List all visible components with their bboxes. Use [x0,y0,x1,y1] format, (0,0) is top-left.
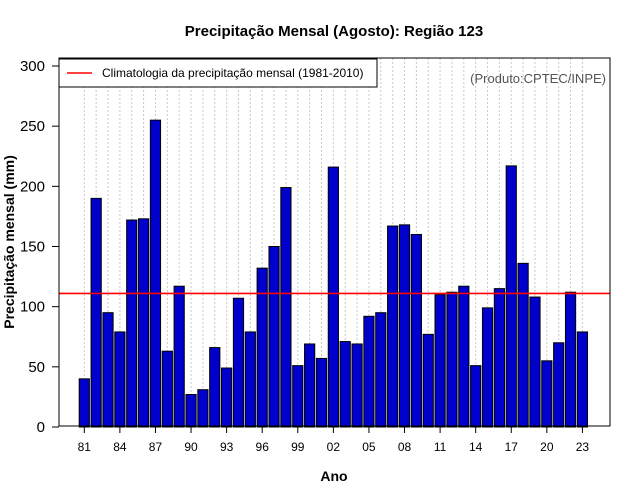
y-tick-label: 100 [20,299,45,316]
y-tick-label: 150 [20,239,45,256]
y-tick-label: 300 [20,58,45,75]
bar-2023 [576,331,589,428]
bar-1995 [244,331,256,428]
bars-group [78,119,589,428]
bar-2003 [339,341,351,428]
bar-1994 [232,297,245,428]
bar-2021 [553,342,565,428]
bar-2007 [387,225,399,428]
legend-box [58,58,378,88]
bar-2016 [493,288,505,428]
y-tick-label: 200 [20,178,45,195]
bar-1993 [221,367,233,428]
bar-2014 [470,365,482,428]
x-tick-label: 05 [362,440,376,454]
credit-text: (Produto:CPTEC/INPE) [470,71,606,86]
bar-2019 [529,296,541,428]
x-tick-label: 08 [398,440,412,454]
bar-2008 [398,224,411,428]
bar-2010 [422,333,434,428]
bar-1986 [138,218,150,428]
x-tick-label: 11 [434,440,447,454]
bar-1991 [197,389,209,428]
bar-2002 [327,166,339,428]
legend: Climatologia da precipitação mensal (198… [58,58,378,88]
bar-2006 [375,312,387,428]
bar-1998 [280,187,292,428]
chart-title: Precipitação Mensal (Agosto): Região 123 [185,23,483,40]
x-tick-label: 20 [540,440,554,454]
x-tick-label: 81 [78,440,92,454]
bar-1989 [173,285,185,428]
x-tick-label: 93 [220,440,234,454]
x-axis: 81 84 87 90 93 96 99 02 05 08 11 14 17 20 23 [78,426,590,454]
y-axis-label: Precipitação mensal (mm) [1,155,17,329]
x-tick-label: 99 [291,440,305,454]
x-tick-label: 84 [113,440,127,454]
x-axis-label: Ano [320,468,347,484]
bar-2009 [410,233,422,428]
bar-2017 [505,165,517,428]
bar-2012 [446,291,458,428]
bar-1982 [90,197,102,428]
x-tick-label: 87 [149,440,163,454]
bar-1983 [102,312,114,428]
x-tick-label: 17 [505,440,519,454]
bar-2000 [304,343,316,428]
bar-1997 [268,246,280,428]
plot-frame [58,57,611,427]
x-tick-label: 96 [256,440,270,454]
x-tick-label: 02 [327,440,341,454]
bar-1992 [209,347,221,428]
bar-1987 [149,119,162,428]
bar-2018 [517,262,529,428]
y-axis: 0 50 100 150 200 250 300 [20,58,59,436]
bar-2005 [363,315,375,428]
bar-1984 [114,331,126,428]
y-tick-label: 0 [37,419,45,436]
x-tick-label: 14 [469,440,483,454]
x-tick-label: 23 [576,440,590,454]
bar-1990 [185,394,197,428]
y-tick-label: 50 [28,359,45,376]
bar-2011 [434,294,446,428]
bar-1996 [256,267,268,428]
bar-1981 [78,378,90,428]
bar-2001 [315,357,328,428]
bar-2013 [458,285,470,428]
y-tick-label: 250 [20,118,45,135]
bar-1985 [126,219,138,428]
bar-1988 [161,350,173,428]
x-tick-label: 90 [184,440,198,454]
bar-2015 [481,307,494,428]
bar-1999 [292,365,304,428]
bar-2004 [351,343,363,428]
legend-label: Climatologia da precipitação mensal (198… [102,66,363,80]
bar-2022 [564,291,577,428]
bar-2020 [541,360,553,428]
